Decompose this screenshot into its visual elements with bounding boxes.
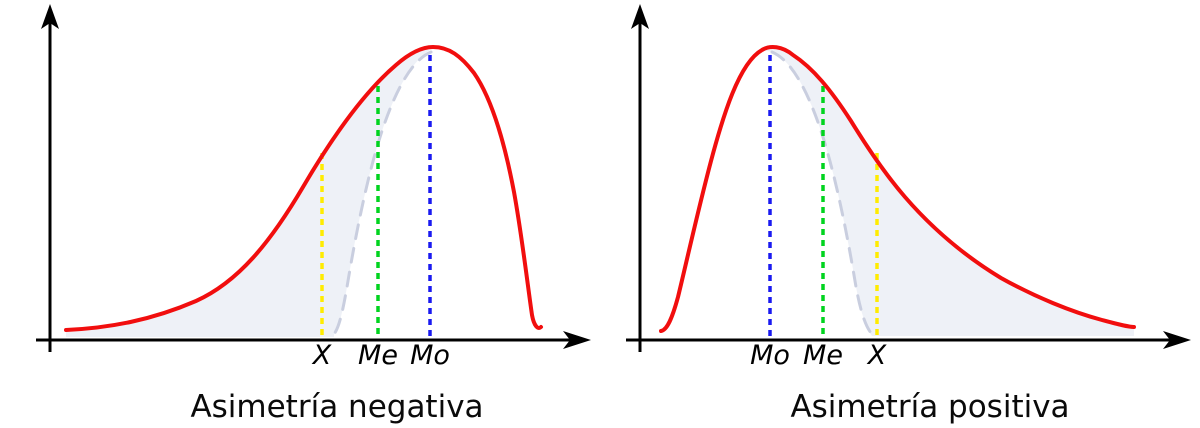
panel-title: Asimetría negativa <box>190 389 483 425</box>
panel-positive-skew: Mo Me X̄ Asimetría positiva <box>626 4 1191 425</box>
median-label: Me <box>358 340 398 371</box>
median-label: Me <box>803 340 843 371</box>
y-axis-arrow-icon <box>631 4 649 29</box>
mean-label: X̄ <box>866 339 887 371</box>
y-axis-arrow-icon <box>41 4 59 29</box>
panel-negative-skew: X̄ Me Mo Asimetría negativa <box>36 4 591 425</box>
skew-area-fill <box>66 48 433 337</box>
skew-area-fill <box>762 47 1134 336</box>
mode-label: Mo <box>410 340 450 371</box>
distribution-curve <box>64 44 543 332</box>
x-axis-arrow-icon <box>1163 331 1191 349</box>
mode-label: Mo <box>750 340 790 371</box>
x-axis-arrow-icon <box>563 331 591 349</box>
symmetric-curve <box>770 50 874 336</box>
distribution-curve <box>659 45 1136 333</box>
symmetric-curve <box>332 50 433 336</box>
mean-label: X̄ <box>311 339 332 371</box>
panel-title: Asimetría positiva <box>790 389 1069 425</box>
